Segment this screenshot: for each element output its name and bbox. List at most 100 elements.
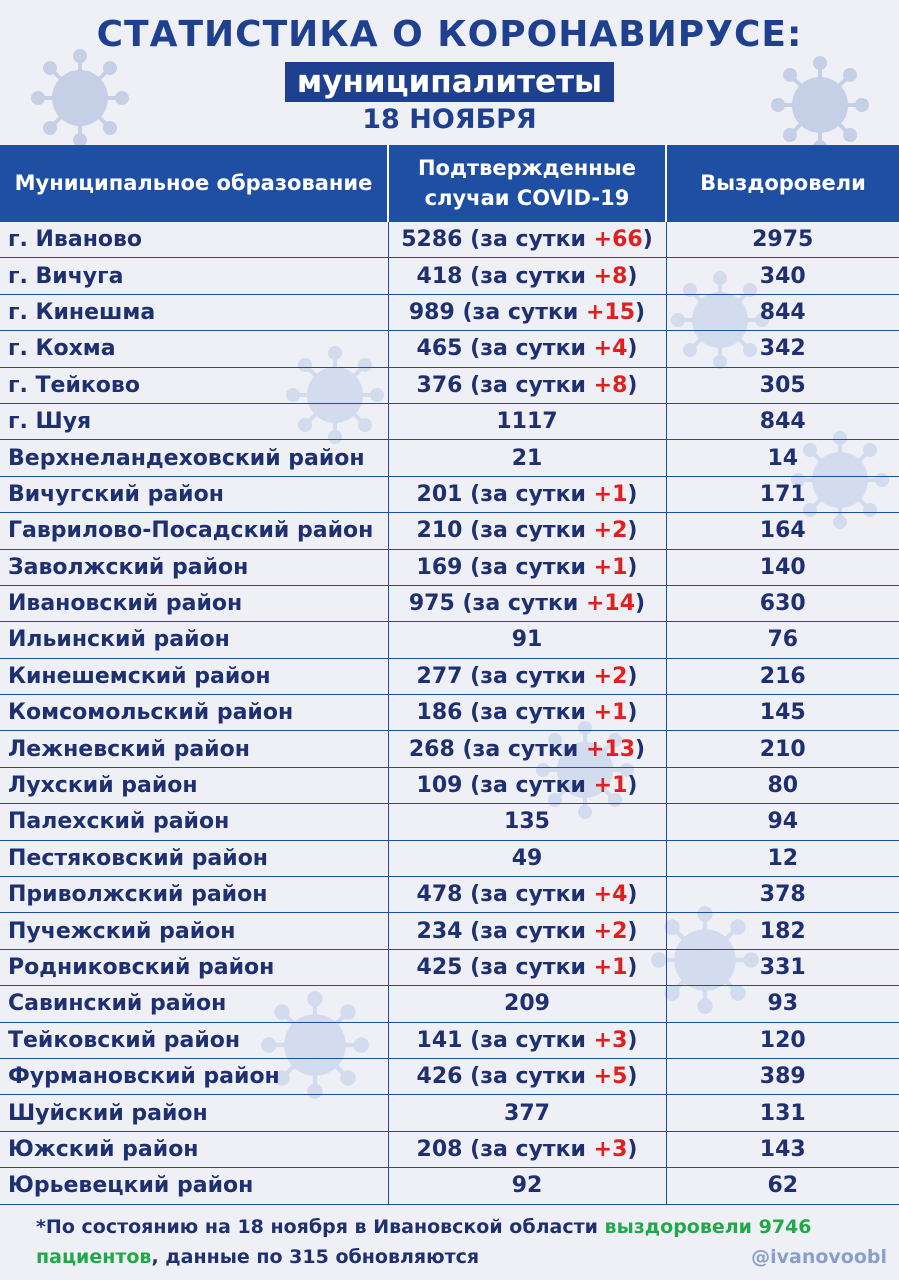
daily-prefix: (за сутки [470,518,586,544]
daily-suffix: ) [627,518,638,544]
daily-prefix: (за сутки [462,736,579,762]
confirmed-cell: 209 [388,985,667,1023]
confirmed-total: 418 [416,263,463,289]
table-row: Верхнеландеховский район 21 14 [0,439,899,477]
table-row: г. Вичуга 418 (за сутки +8) 340 [0,257,899,295]
daily-suffix: ) [627,773,638,799]
municipality-name: Комсомольский район [0,694,389,731]
municipality-name: Приволжский район [0,876,389,913]
date-label: 18 НОЯБРЯ [362,104,537,135]
table-row: Ивановский район 975 (за сутки +14) 630 [0,584,899,622]
daily-prefix: (за сутки [470,882,586,908]
confirmed-cell: 1117 [388,402,667,440]
confirmed-total: 425 [416,955,463,980]
daily-prefix: (за сутки [470,1136,586,1162]
municipality-name: Южский район [0,1130,389,1168]
confirmed-cell: 234 (за сутки +2) [388,912,667,950]
table-body: г. Иваново 5286 (за сутки +66) 2975 г. Вичу… [0,220,899,1205]
footnote-text-end: , данные по 315 обновляются [151,1246,480,1268]
daily-suffix: ) [627,336,638,362]
confirmed-total: 49 [511,845,543,871]
daily-increase: +3 [593,1027,628,1053]
daily-suffix: ) [635,299,646,325]
municipality-name: Тейковский район [0,1021,389,1059]
daily-increase: +4 [593,336,628,362]
recovered-cell: 171 [666,475,899,513]
municipality-name: г. Кинешма [0,293,389,331]
daily-prefix: (за сутки [462,591,579,617]
recovered-cell: 94 [666,803,899,841]
municipality-name: Шуйский район [0,1094,389,1132]
confirmed-total: 141 [416,1027,463,1053]
daily-prefix: (за сутки [470,336,586,362]
column-header-municipality: Муниципальное образование [0,145,389,222]
confirmed-total: 465 [416,336,463,362]
table-row: Палехский район 135 94 [0,803,899,841]
confirmed-cell: 425 (за сутки +1) [388,948,667,986]
daily-increase: +1 [593,773,628,799]
page-subtitle: муниципалитеты [284,62,615,102]
confirmed-cell: 465 (за сутки +4) [388,330,667,368]
recovered-cell: 143 [666,1130,899,1168]
confirmed-total: 135 [504,809,550,835]
daily-increase: +8 [593,372,628,398]
municipality-name: Родниковский район [0,948,389,986]
daily-prefix: (за сутки [470,663,586,689]
daily-increase: +2 [593,918,628,944]
confirmed-cell: 418 (за сутки +8) [388,257,667,295]
daily-suffix: ) [627,1136,638,1162]
municipality-name: Заволжский район [0,548,389,586]
confirmed-total: 91 [511,627,543,653]
recovered-cell: 93 [666,985,899,1023]
daily-suffix: ) [627,882,638,908]
confirmed-cell: 169 (за сутки +1) [388,548,667,586]
table-row: Тейковский район 141 (за сутки +3) 120 [0,1021,899,1059]
daily-increase: +1 [593,481,628,507]
recovered-cell: 145 [666,694,899,731]
municipality-name: Ивановский район [0,584,389,622]
confirmed-cell: 135 [388,803,667,841]
recovered-cell: 305 [666,366,899,404]
daily-increase: +66 [593,227,643,253]
recovered-cell: 182 [666,912,899,950]
table-row: Кинешемский район 277 (за сутки +2) 216 [0,657,899,695]
table-row: Заволжский район 169 (за сутки +1) 140 [0,548,899,586]
table-row: Родниковский район 425 (за сутки +1) 331 [0,948,899,986]
daily-increase: +5 [593,1064,628,1090]
column-header-recovered: Выздоровели [666,145,899,222]
recovered-cell: 340 [666,257,899,295]
daily-increase: +15 [585,299,636,325]
municipality-name: Лежневский район [0,730,389,768]
recovered-cell: 2975 [666,220,899,258]
recovered-cell: 120 [666,1021,899,1059]
municipality-name: Пучежский район [0,912,389,950]
municipality-name: Лухский район [0,766,389,804]
recovered-cell: 210 [666,730,899,768]
table-row: Савинский район 209 93 [0,985,899,1023]
confirmed-total: 186 [416,700,463,726]
confirmed-total: 169 [416,554,463,580]
municipality-name: г. Кохма [0,330,389,368]
daily-prefix: (за сутки [470,1064,586,1090]
municipality-name: Пестяковский район [0,839,389,877]
municipality-name: Верхнеландеховский район [0,439,389,477]
table-row: Шуйский район 377 131 [0,1094,899,1132]
confirmed-cell: 186 (за сутки +1) [388,694,667,731]
confirmed-cell: 268 (за сутки +13) [388,730,667,768]
daily-prefix: (за сутки [470,955,586,980]
municipality-name: Юрьевецкий район [0,1167,389,1205]
confirmed-total: 277 [416,663,463,689]
daily-prefix: (за сутки [470,554,586,580]
footnote-text: *По состоянию на 18 ноября в Ивановской … [36,1216,605,1238]
recovered-cell: 844 [666,402,899,440]
confirmed-total: 975 [408,591,455,617]
confirmed-total: 377 [504,1100,550,1126]
table-row: Пестяковский район 49 12 [0,839,899,877]
confirmed-cell: 5286 (за сутки +66) [388,220,667,258]
daily-increase: +3 [593,1136,628,1162]
municipality-name: Палехский район [0,803,389,841]
confirmed-total: 201 [416,481,463,507]
recovered-cell: 331 [666,948,899,986]
table-row: г. Иваново 5286 (за сутки +66) 2975 [0,220,899,258]
confirmed-total: 989 [408,299,455,325]
